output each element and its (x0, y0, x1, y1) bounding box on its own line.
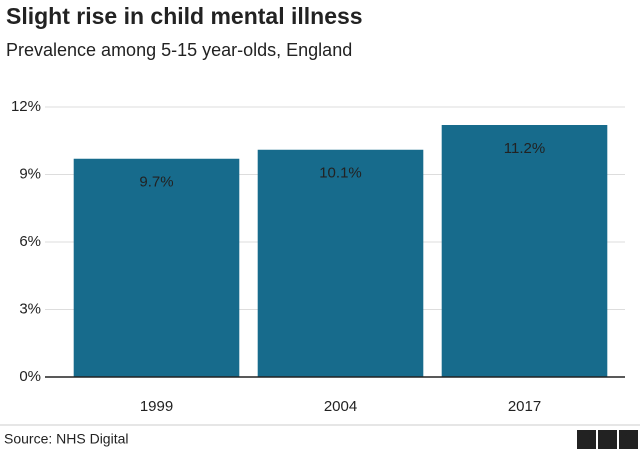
value-label: 11.2% (504, 140, 545, 157)
logo-box (577, 430, 596, 449)
logo-letter: B (581, 431, 591, 447)
value-label: 9.7% (139, 174, 173, 191)
y-tick-label: 0% (19, 368, 41, 385)
y-tick-label: 6% (19, 233, 41, 250)
logo-box (619, 430, 638, 449)
y-tick-label: 3% (19, 300, 41, 317)
source: Source: NHS Digital (4, 431, 129, 447)
x-tick-label: 1999 (140, 398, 173, 415)
x-tick-label: 2004 (324, 398, 357, 415)
logo-letter: B (602, 431, 612, 447)
bar (441, 125, 608, 377)
bar (73, 158, 240, 377)
y-tick-label: 9% (19, 165, 41, 182)
value-label: 10.1% (319, 165, 362, 182)
x-tick-label: 2017 (508, 398, 541, 415)
logo-box (598, 430, 617, 449)
y-tick-label: 12% (11, 98, 41, 115)
logo-letter: C (623, 431, 633, 447)
chart-subtitle: Prevalence among 5-15 year-olds, England (6, 40, 352, 60)
chart-title: Slight rise in child mental illness (6, 3, 363, 29)
bar (257, 149, 424, 377)
